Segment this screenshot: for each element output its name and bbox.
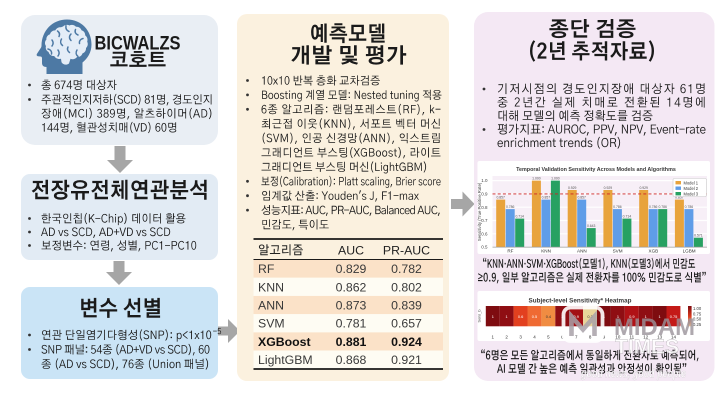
svg-text:0.782: 0.782 bbox=[391, 262, 422, 276]
svg-text:0.881: 0.881 bbox=[336, 335, 367, 349]
svg-text:KNN: KNN bbox=[258, 280, 284, 294]
svg-text:9: 9 bbox=[603, 334, 606, 339]
svg-text:1.000: 1.000 bbox=[532, 176, 541, 180]
svg-text:0.643: 0.643 bbox=[587, 224, 596, 228]
svg-text:0.75: 0.75 bbox=[693, 311, 702, 316]
svg-text:0.50: 0.50 bbox=[693, 317, 702, 322]
svg-text:Temporal Validation Sensitivit: Temporal Validation Sensitivity Across M… bbox=[516, 167, 676, 173]
svg-text:0.829: 0.829 bbox=[336, 262, 367, 276]
svg-text:Model 2: Model 2 bbox=[684, 186, 699, 191]
svg-text:BICWALZS: BICWALZS bbox=[95, 33, 181, 55]
svg-text:0.929: 0.929 bbox=[639, 186, 648, 190]
svg-text:RF: RF bbox=[258, 262, 275, 276]
svg-text:1.00: 1.00 bbox=[693, 306, 702, 311]
svg-text:SVM: SVM bbox=[613, 249, 623, 254]
svg-text:0.714: 0.714 bbox=[623, 214, 632, 218]
svg-text:10: 10 bbox=[615, 334, 621, 339]
svg-text:0.786: 0.786 bbox=[685, 205, 694, 209]
svg-text:0.9: 0.9 bbox=[481, 192, 488, 197]
svg-text:1: 1 bbox=[492, 314, 494, 319]
svg-text:0.929: 0.929 bbox=[604, 186, 613, 190]
svg-text:0.857: 0.857 bbox=[675, 195, 684, 199]
svg-text:0.2: 0.2 bbox=[587, 314, 592, 319]
svg-text:1: 1 bbox=[617, 314, 619, 319]
svg-text:0.862: 0.862 bbox=[336, 280, 367, 294]
svg-text:0.8: 0.8 bbox=[481, 205, 488, 210]
svg-text:RF: RF bbox=[507, 249, 513, 254]
svg-text:1.000: 1.000 bbox=[551, 176, 560, 180]
svg-text:PR-AUC: PR-AUC bbox=[383, 243, 430, 257]
svg-text:Model 3: Model 3 bbox=[684, 191, 699, 196]
svg-text:1: 1 bbox=[645, 314, 647, 319]
svg-text:0.5: 0.5 bbox=[532, 314, 537, 319]
svg-text:LightGBM: LightGBM bbox=[258, 353, 313, 367]
svg-text:good news, good people: good news, good people bbox=[580, 367, 686, 381]
svg-text:13: 13 bbox=[657, 334, 663, 339]
svg-text:0.857: 0.857 bbox=[542, 195, 551, 199]
svg-text:0.9: 0.9 bbox=[629, 314, 634, 319]
svg-text:7: 7 bbox=[575, 334, 578, 339]
svg-text:2: 2 bbox=[505, 334, 508, 339]
svg-text:0.868: 0.868 bbox=[336, 353, 367, 367]
svg-text:Model 1: Model 1 bbox=[684, 180, 699, 185]
svg-text:0.75: 0.75 bbox=[670, 314, 678, 319]
svg-text:ANN: ANN bbox=[258, 299, 284, 313]
svg-text:0.921: 0.921 bbox=[391, 353, 422, 367]
svg-text:XGB: XGB bbox=[649, 249, 659, 254]
svg-text:8: 8 bbox=[589, 334, 592, 339]
svg-text:1: 1 bbox=[492, 334, 495, 339]
svg-text:0.714: 0.714 bbox=[515, 214, 524, 218]
svg-text:0.25: 0.25 bbox=[693, 322, 702, 327]
svg-text:0.873: 0.873 bbox=[336, 299, 367, 313]
svg-text:ANN: ANN bbox=[577, 249, 587, 254]
svg-text:LGBM: LGBM bbox=[683, 249, 696, 254]
svg-text:0.5: 0.5 bbox=[481, 245, 488, 250]
svg-text:0.9: 0.9 bbox=[573, 314, 578, 319]
svg-text:0.857: 0.857 bbox=[496, 195, 505, 199]
svg-text:0.839: 0.839 bbox=[391, 299, 422, 313]
svg-text:1: 1 bbox=[659, 314, 661, 319]
svg-text:0.786: 0.786 bbox=[658, 205, 667, 209]
svg-text:MIDAM: MIDAM bbox=[614, 314, 695, 341]
svg-text:0.929: 0.929 bbox=[568, 186, 577, 190]
svg-text:Subject-level Sensitivity* Hea: Subject-level Sensitivity* Heatmap bbox=[529, 297, 632, 304]
svg-text:AUC: AUC bbox=[338, 243, 364, 257]
svg-text:Sensitivity (True Positive Rat: Sensitivity (True Positive Rate) bbox=[477, 182, 482, 241]
svg-text:0.924: 0.924 bbox=[391, 335, 422, 349]
svg-text:0.657: 0.657 bbox=[391, 317, 422, 331]
svg-text:0.7: 0.7 bbox=[481, 218, 488, 223]
svg-text:XGBoost: XGBoost bbox=[258, 335, 311, 349]
svg-text:5: 5 bbox=[547, 334, 550, 339]
svg-text:0.6: 0.6 bbox=[481, 231, 488, 236]
svg-text:0.802: 0.802 bbox=[391, 280, 422, 294]
svg-text:SVM: SVM bbox=[258, 317, 285, 331]
svg-text:0.6: 0.6 bbox=[518, 314, 523, 319]
svg-text:11: 11 bbox=[629, 334, 634, 339]
svg-text:12: 12 bbox=[643, 334, 649, 339]
svg-text:0.857: 0.857 bbox=[577, 195, 586, 199]
svg-text:1.0: 1.0 bbox=[481, 178, 488, 183]
svg-text:3: 3 bbox=[519, 334, 522, 339]
svg-text:0.786: 0.786 bbox=[649, 205, 658, 209]
svg-text:0.781: 0.781 bbox=[336, 317, 367, 331]
svg-text:1: 1 bbox=[506, 314, 508, 319]
svg-text:KNN: KNN bbox=[541, 249, 551, 254]
svg-text:0.4: 0.4 bbox=[546, 314, 552, 319]
svg-text:0.571: 0.571 bbox=[694, 234, 703, 238]
svg-text:TIMES: TIMES bbox=[615, 337, 679, 359]
svg-text:14: 14 bbox=[671, 334, 677, 339]
svg-text:0.786: 0.786 bbox=[506, 205, 515, 209]
svg-text:4: 4 bbox=[533, 334, 536, 339]
svg-text:0.786: 0.786 bbox=[613, 205, 622, 209]
svg-text:Sens_b: Sens_b bbox=[478, 310, 482, 323]
